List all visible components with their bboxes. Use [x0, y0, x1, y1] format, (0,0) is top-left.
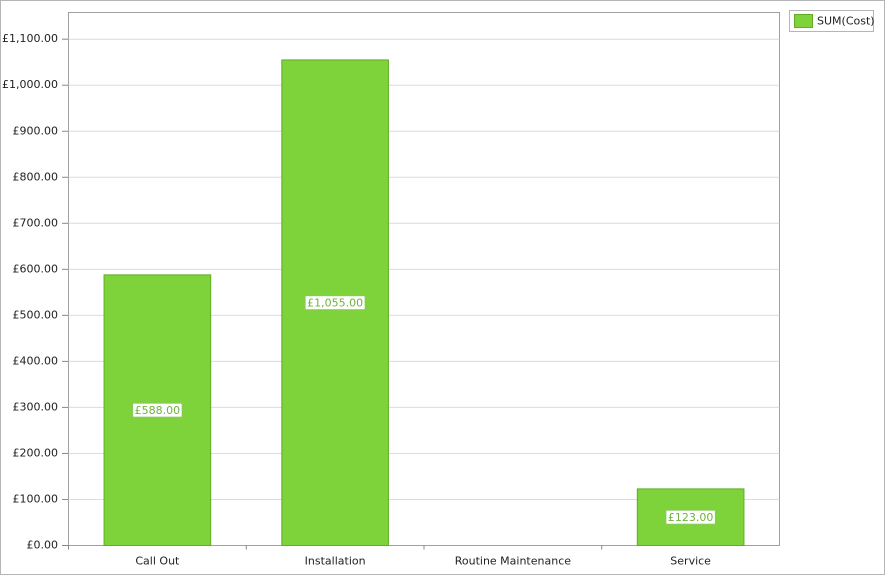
y-tick-label: £300.00	[13, 400, 59, 413]
x-tick-label: Service	[670, 555, 711, 568]
y-tick-label: £200.00	[13, 446, 59, 459]
x-tick-label: Routine Maintenance	[455, 555, 572, 568]
y-tick-label: £100.00	[13, 492, 59, 505]
y-tick-label: £800.00	[13, 170, 59, 183]
y-tick-label: £500.00	[13, 308, 59, 321]
value-label-box	[304, 295, 366, 311]
x-tick-label: Installation	[305, 555, 366, 568]
y-tick-label: £1,100.00	[2, 32, 58, 45]
value-label: £1,055.00	[307, 297, 363, 310]
value-label-box	[665, 509, 716, 525]
x-tick-label: Call Out	[135, 555, 180, 568]
value-label: £588.00	[135, 404, 181, 417]
y-tick-label: £0.00	[27, 539, 59, 552]
legend-label: SUM(Cost)	[817, 15, 875, 28]
y-tick-label: £400.00	[13, 354, 59, 367]
y-tick-label: £600.00	[13, 262, 59, 275]
y-tick-label: £1,000.00	[2, 78, 58, 91]
value-label: £123.00	[668, 511, 714, 524]
y-tick-label: £700.00	[13, 216, 59, 229]
legend-swatch	[794, 14, 813, 28]
value-label-box	[132, 402, 183, 418]
y-tick-label: £900.00	[13, 124, 59, 137]
